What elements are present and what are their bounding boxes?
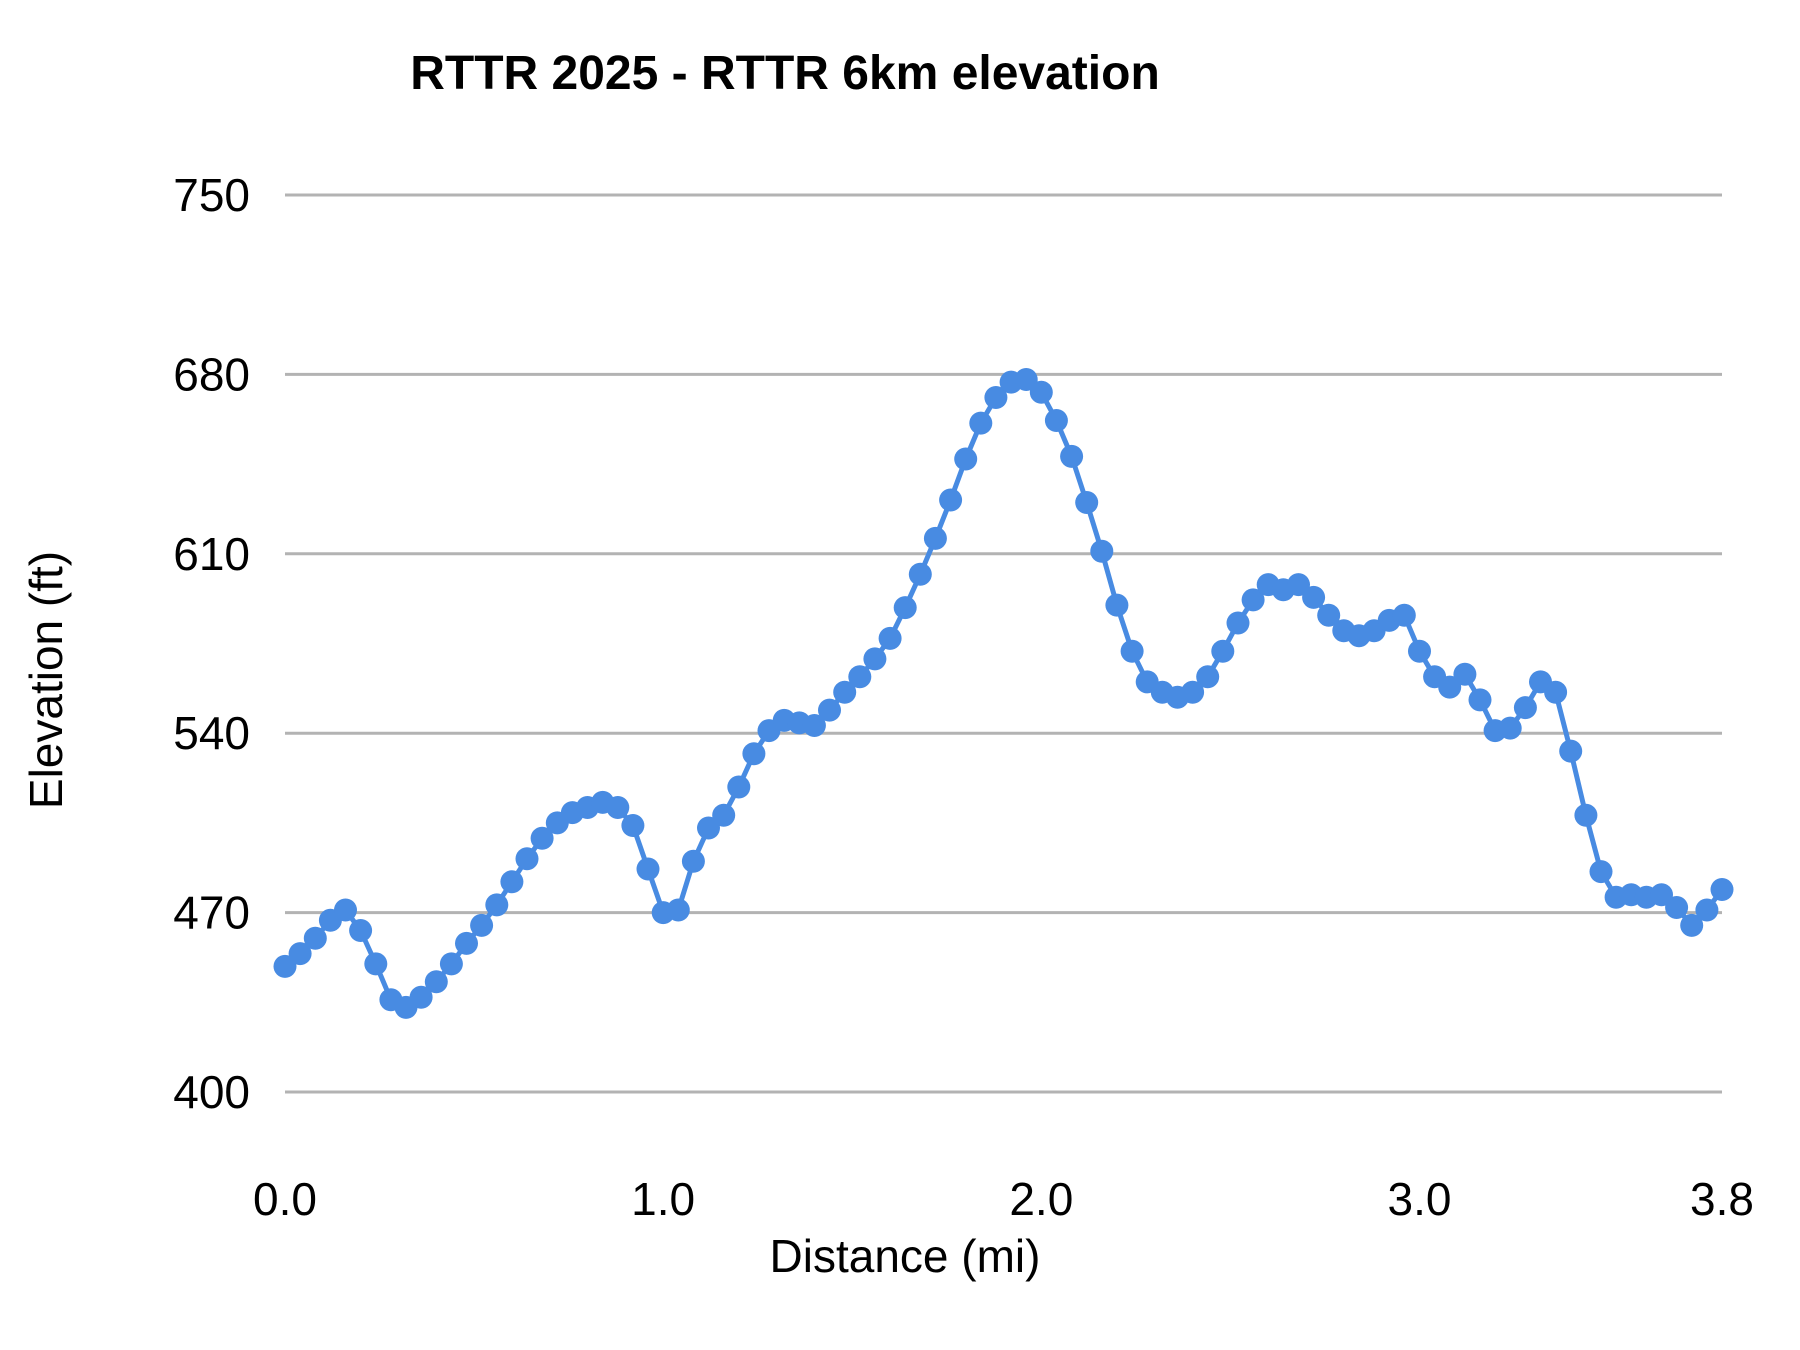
- y-axis-title: Elevation (ft): [20, 551, 72, 809]
- data-point-marker: [878, 626, 902, 650]
- data-point-marker: [364, 952, 388, 976]
- data-point-marker: [969, 411, 993, 435]
- data-point-marker: [470, 913, 494, 937]
- data-point-marker: [1317, 603, 1341, 627]
- data-point-marker: [621, 814, 645, 837]
- data-point-marker: [1120, 639, 1144, 663]
- data-point-marker: [1196, 665, 1220, 689]
- data-point-marker: [1090, 539, 1114, 563]
- data-point-marker: [1105, 593, 1129, 617]
- data-point-marker: [349, 919, 373, 942]
- data-point-marker: [1544, 680, 1568, 704]
- elevation-series: [273, 368, 1734, 1019]
- data-point-marker: [485, 893, 509, 917]
- data-point-marker: [893, 596, 917, 620]
- data-point-marker: [833, 680, 857, 704]
- data-point-marker: [1589, 860, 1613, 884]
- x-tick-label-1.0: 1.0: [631, 1173, 695, 1225]
- data-point-marker: [1559, 739, 1583, 763]
- data-point-marker: [1029, 380, 1053, 404]
- data-point-marker: [1695, 898, 1719, 922]
- y-tick-label-470: 470: [173, 887, 250, 939]
- data-point-marker: [1468, 688, 1492, 712]
- data-point-marker: [742, 742, 766, 766]
- data-point-marker: [1680, 913, 1704, 937]
- data-point-marker: [712, 803, 736, 827]
- x-tick-label-2.0: 2.0: [1009, 1173, 1073, 1225]
- data-point-marker: [1438, 675, 1462, 699]
- data-point-marker: [984, 386, 1008, 409]
- data-point-marker: [954, 447, 978, 471]
- gridlines-group: [285, 193, 1722, 1094]
- x-tick-label-3.0: 3.0: [1387, 1173, 1451, 1225]
- data-point-marker: [697, 816, 720, 840]
- y-tick-label-750: 750: [173, 169, 250, 221]
- data-point-marker: [439, 952, 463, 976]
- data-point-marker: [1710, 878, 1734, 901]
- data-point-marker: [727, 775, 751, 799]
- x-tick-label-0.0: 0.0: [253, 1173, 317, 1225]
- data-point-marker: [1044, 409, 1068, 432]
- data-point-marker: [1075, 491, 1099, 514]
- data-point-marker: [1226, 611, 1250, 635]
- data-point-marker: [1408, 639, 1431, 663]
- chart-title: RTTR 2025 - RTTR 6km elevation: [410, 47, 1160, 100]
- data-point-marker: [1498, 716, 1522, 740]
- data-point-marker: [1287, 573, 1310, 597]
- data-point-marker: [1241, 588, 1265, 612]
- x-tick-label-3.8: 3.8: [1690, 1173, 1754, 1225]
- data-point-marker: [863, 647, 887, 671]
- data-point-marker: [424, 970, 448, 994]
- data-point-marker: [908, 562, 932, 586]
- data-point-marker: [1014, 368, 1038, 391]
- data-point-marker: [1392, 603, 1416, 627]
- data-point-marker: [1574, 803, 1598, 827]
- y-tick-label-680: 680: [173, 348, 250, 400]
- data-point-marker: [530, 826, 554, 850]
- data-point-marker: [1665, 896, 1689, 919]
- x-axis-tick-labels: 0.0 1.0 2.0 3.0 3.8: [253, 1173, 1754, 1225]
- data-point-marker: [848, 665, 872, 689]
- data-point-marker: [303, 926, 327, 950]
- data-point-marker: [636, 857, 660, 881]
- y-tick-label-540: 540: [173, 707, 250, 759]
- x-axis-title: Distance (mi): [770, 1230, 1041, 1282]
- data-point-marker: [273, 954, 297, 978]
- data-point-marker: [923, 526, 947, 550]
- data-point-marker: [500, 870, 524, 894]
- y-tick-label-400: 400: [173, 1066, 250, 1118]
- data-point-marker: [1211, 639, 1235, 663]
- data-point-marker: [1181, 680, 1205, 704]
- data-point-marker: [606, 796, 630, 819]
- y-tick-label-610: 610: [173, 528, 250, 580]
- data-point-marker: [1650, 883, 1673, 907]
- data-point-marker: [1302, 585, 1326, 609]
- data-point-marker: [409, 985, 433, 1009]
- data-point-marker: [939, 488, 963, 512]
- data-point-marker: [288, 942, 312, 966]
- data-point-marker: [802, 714, 826, 737]
- data-point-marker: [681, 849, 705, 873]
- data-point-marker: [455, 931, 478, 955]
- data-point-marker: [1513, 696, 1537, 720]
- data-point-marker: [1453, 662, 1477, 686]
- data-point-marker: [334, 898, 357, 922]
- data-point-marker: [818, 698, 841, 722]
- y-axis-tick-labels: 400 470 540 610 680 750: [173, 169, 250, 1118]
- data-point-marker: [666, 898, 690, 922]
- data-point-marker: [1060, 444, 1084, 468]
- data-point-marker: [515, 847, 539, 871]
